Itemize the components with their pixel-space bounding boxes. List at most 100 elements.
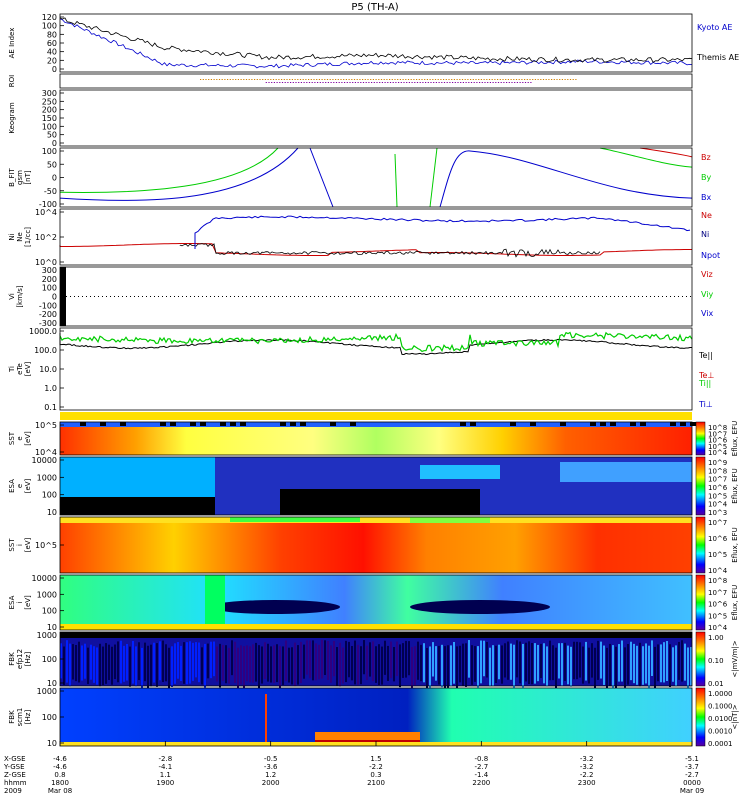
fbk-e-column — [261, 646, 263, 684]
roi-mark — [262, 79, 264, 80]
fbk-e-column — [72, 644, 74, 680]
roi-mark — [398, 82, 400, 83]
fbk-e-column — [279, 646, 281, 689]
roi-mark — [500, 82, 502, 83]
roi-mark — [380, 79, 383, 80]
roi-mark — [337, 79, 339, 80]
fbk-e-column — [444, 646, 446, 688]
roi-mark — [516, 82, 518, 83]
fbk-e-column — [621, 640, 623, 682]
fbk-e-column — [360, 646, 362, 685]
fbk-e-column — [585, 641, 587, 681]
sst-i-top-green — [230, 517, 360, 522]
roi-mark — [275, 79, 277, 80]
fbk-e-column — [627, 644, 629, 685]
fbk-e-column — [426, 647, 428, 691]
ne-line — [59, 243, 692, 256]
legend-te-par: Te|| — [698, 351, 713, 360]
ylabel-bfield: gsm — [16, 170, 24, 185]
roi-mark — [254, 79, 256, 80]
cbar-tick-esa-i: 10^5 — [708, 612, 727, 620]
fbk-e-column — [66, 640, 68, 683]
ni-line — [194, 215, 691, 249]
fbk-e-column — [213, 641, 215, 677]
colorbar-fbk-e — [695, 631, 706, 687]
fbk-b-spike — [265, 694, 267, 742]
cbar-label-sst-i: Eflux, EFU — [731, 527, 739, 562]
xaxis-row-label: Y-GSE — [3, 763, 25, 771]
ytick-sst-e: 10^5 — [35, 421, 57, 430]
roi-mark — [435, 82, 437, 83]
fbk-e-column — [561, 643, 563, 686]
xtick-label: -1.4 — [474, 771, 488, 779]
roi-mark — [449, 82, 451, 83]
roi-mark — [402, 79, 404, 80]
fbk-e-column — [81, 645, 83, 681]
fbk-e-column — [168, 647, 170, 690]
roi-mark — [387, 82, 389, 83]
roi-mark — [464, 79, 466, 80]
xaxis-row-label: Z-GSE — [4, 771, 26, 779]
fbk-e-column — [153, 642, 155, 683]
sst-e-gap — [630, 422, 636, 426]
ylabel-temperature: [eV] — [24, 361, 32, 376]
ytick-density: 10^2 — [35, 233, 57, 242]
roi-mark — [425, 82, 427, 83]
ytick-temperature: 0.1 — [44, 403, 57, 412]
by-line — [59, 147, 279, 193]
ylabel-velocity: Vi — [8, 293, 16, 300]
roi-mark — [507, 79, 509, 80]
esa-i-spectrogram — [60, 575, 692, 630]
fbk-e-column — [351, 645, 353, 681]
roi-mark — [371, 82, 373, 83]
xtick-label: 1.5 — [370, 755, 381, 763]
roi-mark — [407, 79, 410, 80]
roi-mark — [271, 82, 273, 83]
roi-mark — [476, 82, 478, 83]
roi-mark — [494, 79, 496, 80]
sst-e-gap — [690, 422, 696, 426]
legend-by: By — [701, 173, 711, 182]
sst-e-gap — [670, 422, 676, 426]
roi-mark — [529, 79, 531, 80]
fbk-e-column — [588, 647, 590, 684]
fbk-e-column — [609, 643, 611, 687]
fbk-e-column — [189, 641, 191, 684]
fbk-e-column — [258, 645, 260, 689]
roi-mark — [343, 79, 345, 80]
fbk-e-column — [570, 646, 572, 687]
roi-mark — [268, 82, 270, 83]
cbar-tick-sst-i: 10^6 — [708, 535, 728, 543]
cbar-tick-fbk-b: 0.0010 — [708, 728, 733, 736]
roi-mark — [216, 79, 218, 80]
roi-mark — [465, 82, 467, 83]
roi-mark — [521, 79, 523, 80]
ylabel-fbk-e: FBK — [8, 652, 16, 666]
sst-e-gap — [190, 422, 196, 426]
xaxis-row-label: X-GSE — [4, 755, 26, 763]
fbk-e-column — [285, 640, 287, 682]
panel-frame-density — [59, 208, 693, 266]
fbk-e-column — [264, 642, 266, 679]
roi-mark — [532, 79, 534, 80]
roi-mark — [483, 79, 485, 80]
ytick-keogram: 50 — [47, 131, 57, 140]
roi-mark — [513, 79, 515, 80]
roi-mark — [278, 79, 280, 80]
legend-vix: Vix — [701, 309, 714, 318]
ytick-keogram: 200 — [42, 106, 57, 115]
roi-mark — [243, 79, 245, 80]
fbk-e-column — [96, 647, 98, 685]
fbk-e-column — [645, 643, 647, 684]
sst-e-gap — [100, 422, 106, 426]
roi-mark — [375, 79, 377, 80]
fbk-e-column — [180, 645, 182, 682]
xtick-label: 1.2 — [265, 771, 276, 779]
sst-e-gap — [330, 422, 336, 426]
roi-mark — [245, 79, 248, 80]
legend-te-perp: Te⊥ — [698, 371, 714, 380]
fbk-e-column — [543, 643, 545, 684]
roi-mark — [418, 79, 420, 80]
ytick-ae: 0 — [52, 65, 57, 74]
roi-mark — [291, 79, 293, 80]
